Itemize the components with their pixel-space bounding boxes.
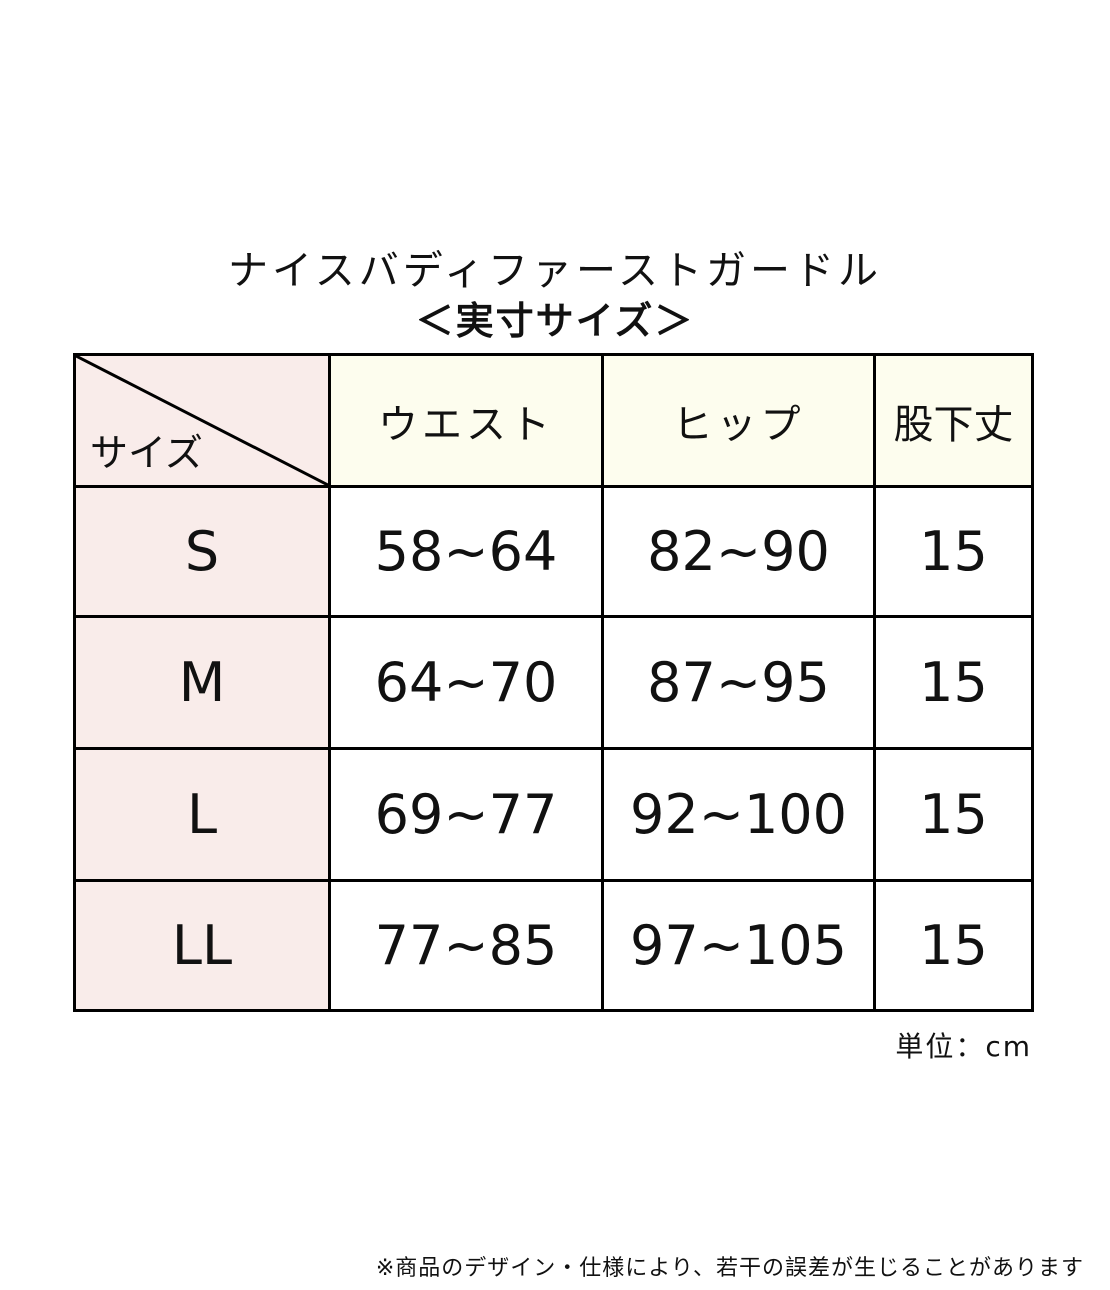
hip-cell: 82~90 [601, 485, 876, 618]
hip-cell: 97~105 [601, 879, 876, 1012]
waist-cell: 69~77 [328, 747, 604, 882]
header-hip: ヒップ [601, 353, 876, 488]
hip-cell: 87~95 [601, 615, 876, 750]
table-row: S 58~64 82~90 15 [73, 485, 1034, 618]
product-title: ナイスバディファーストガードル [228, 248, 882, 294]
size-cell: S [73, 485, 331, 618]
diagonal-line [76, 356, 328, 485]
table-row: M 64~70 87~95 15 [73, 615, 1034, 750]
header-inseam: 股下丈 [873, 353, 1034, 488]
inseam-cell: 15 [873, 747, 1034, 882]
inseam-cell: 15 [873, 879, 1034, 1012]
size-table: サイズ ウエスト ヒップ 股下丈 S 58~64 82~90 15 M 64~7… [73, 353, 1034, 1012]
corner-cell: サイズ [73, 353, 331, 488]
inseam-cell: 15 [873, 615, 1034, 750]
table-subtitle: ＜実寸サイズ＞ [415, 299, 695, 343]
waist-cell: 58~64 [328, 485, 604, 618]
unit-label: 単位：cm [895, 1030, 1032, 1063]
inseam-cell: 15 [873, 485, 1034, 618]
table-row: L 69~77 92~100 15 [73, 747, 1034, 882]
size-cell: LL [73, 879, 331, 1012]
size-cell: M [73, 615, 331, 750]
hip-cell: 92~100 [601, 747, 876, 882]
header-row: サイズ ウエスト ヒップ 股下丈 [73, 353, 1034, 488]
disclaimer-note: ※商品のデザイン・仕様により、若干の誤差が生じることがあります [375, 1256, 1084, 1281]
corner-label: サイズ [90, 431, 203, 475]
waist-cell: 64~70 [328, 615, 604, 750]
header-waist: ウエスト [328, 353, 604, 488]
size-cell: L [73, 747, 331, 882]
waist-cell: 77~85 [328, 879, 604, 1012]
table-row: LL 77~85 97~105 15 [73, 879, 1034, 1012]
